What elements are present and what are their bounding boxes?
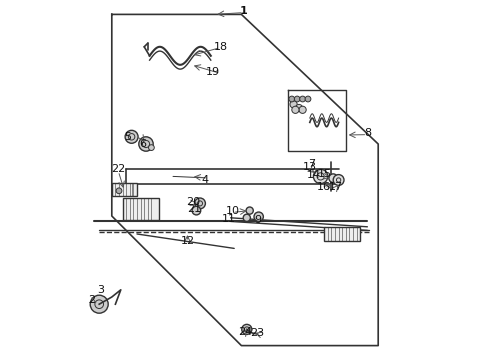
Bar xyxy=(112,183,137,196)
Text: 24: 24 xyxy=(238,327,252,337)
Circle shape xyxy=(148,145,154,150)
Text: 6: 6 xyxy=(139,139,146,149)
Text: 16: 16 xyxy=(317,182,331,192)
Circle shape xyxy=(125,130,138,143)
Circle shape xyxy=(333,175,344,185)
Text: 3: 3 xyxy=(98,285,104,295)
Text: 23: 23 xyxy=(250,328,265,338)
Circle shape xyxy=(290,101,297,108)
Circle shape xyxy=(254,212,263,221)
Text: 17: 17 xyxy=(329,182,343,192)
Text: 10: 10 xyxy=(225,206,240,216)
Bar xyxy=(324,227,360,241)
Circle shape xyxy=(246,207,253,214)
Text: 20: 20 xyxy=(186,197,200,207)
Circle shape xyxy=(295,104,303,112)
Text: 9: 9 xyxy=(254,215,261,225)
Circle shape xyxy=(243,214,250,221)
Text: 15: 15 xyxy=(318,168,332,179)
Text: 22: 22 xyxy=(111,164,125,174)
Text: 21: 21 xyxy=(187,204,201,214)
Circle shape xyxy=(329,174,338,183)
Text: 7: 7 xyxy=(308,159,315,169)
Circle shape xyxy=(289,96,294,102)
Circle shape xyxy=(299,106,306,113)
Circle shape xyxy=(242,324,252,334)
Bar xyxy=(122,198,159,220)
Circle shape xyxy=(192,206,201,215)
Text: 13: 13 xyxy=(303,162,317,172)
Text: 18: 18 xyxy=(214,42,227,52)
Circle shape xyxy=(116,188,122,194)
Circle shape xyxy=(90,295,108,313)
Text: 8: 8 xyxy=(364,128,371,138)
Text: 11: 11 xyxy=(222,214,236,224)
Circle shape xyxy=(195,198,205,209)
Text: 4: 4 xyxy=(202,175,209,185)
Circle shape xyxy=(305,96,311,102)
Text: 19: 19 xyxy=(205,67,220,77)
Text: 5: 5 xyxy=(124,132,131,142)
Circle shape xyxy=(292,106,299,113)
Circle shape xyxy=(139,137,153,151)
Text: 2: 2 xyxy=(88,294,96,305)
Text: 14: 14 xyxy=(307,170,321,180)
Circle shape xyxy=(294,96,300,102)
Text: 12: 12 xyxy=(180,236,195,246)
Circle shape xyxy=(300,96,305,102)
Circle shape xyxy=(314,169,328,184)
Text: 1: 1 xyxy=(239,6,247,16)
